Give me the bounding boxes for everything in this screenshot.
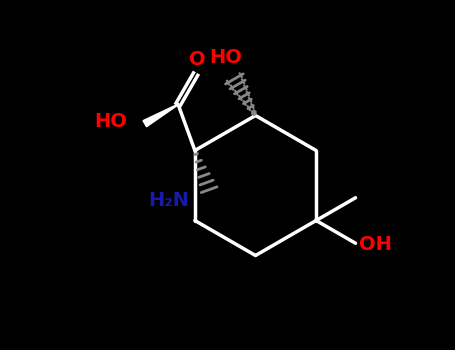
Polygon shape: [143, 104, 178, 127]
Text: O: O: [189, 50, 206, 69]
Text: OH: OH: [359, 236, 392, 254]
Text: HO: HO: [209, 48, 242, 67]
Text: HO: HO: [94, 112, 127, 132]
Text: H₂N: H₂N: [148, 191, 189, 210]
